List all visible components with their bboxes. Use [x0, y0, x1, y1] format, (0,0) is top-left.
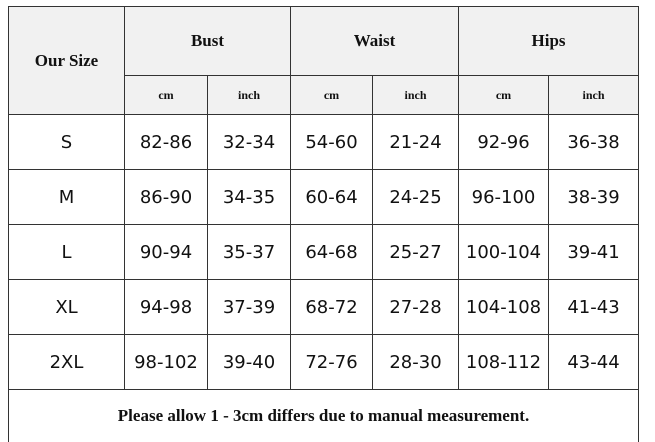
size-cell: XL: [8, 279, 125, 335]
measurement-cell: 94-98: [124, 279, 208, 335]
table-row: L 90-94 35-37 64-68 25-27 100-104 39-41: [8, 224, 640, 280]
note-row: Please allow 1 - 3cm differs due to manu…: [7, 389, 640, 442]
table-row: M 86-90 34-35 60-64 24-25 96-100 38-39: [8, 169, 640, 225]
measurement-cell: 28-30: [372, 334, 460, 390]
unit-header: cm: [458, 75, 550, 115]
measurement-cell: 25-27: [372, 224, 460, 280]
measurement-cell: 54-60: [290, 114, 374, 170]
measurement-cell: 98-102: [124, 334, 208, 390]
unit-header: cm: [124, 75, 208, 115]
measurement-cell: 36-38: [548, 114, 640, 170]
size-cell: S: [8, 114, 125, 170]
unit-header: cm: [290, 75, 374, 115]
measurement-cell: 35-37: [206, 224, 292, 280]
measurement-cell: 43-44: [548, 334, 640, 390]
measurement-cell: 39-40: [206, 334, 292, 390]
waist-header: Waist: [290, 6, 460, 76]
measurement-cell: 37-39: [206, 279, 292, 335]
unit-header: inch: [548, 75, 640, 115]
unit-row: cm inch cm inch cm inch: [9, 75, 640, 115]
table-row: S 82-86 32-34 54-60 21-24 92-96 36-38: [8, 114, 640, 170]
measurement-cell: 72-76: [290, 334, 374, 390]
unit-header: inch: [372, 75, 460, 115]
bust-header: Bust: [123, 6, 292, 76]
measurement-cell: 39-41: [548, 224, 640, 280]
size-cell: L: [8, 224, 125, 280]
measurement-cell: 60-64: [290, 169, 374, 225]
measurement-cell: 41-43: [548, 279, 640, 335]
table-row: XL 94-98 37-39 68-72 27-28 104-108 41-43: [8, 279, 640, 335]
size-cell: M: [8, 169, 125, 225]
measurement-cell: 38-39: [548, 169, 640, 225]
hips-header: Hips: [458, 6, 640, 76]
header-row: Our Size Bust Waist Hips: [8, 6, 640, 115]
measurement-cell: 108-112: [458, 334, 550, 390]
measurement-cell: 82-86: [124, 114, 208, 170]
size-cell: 2XL: [8, 334, 125, 390]
measurement-cell: 100-104: [458, 224, 550, 280]
unit-header: inch: [206, 75, 292, 115]
measurement-cell: 90-94: [124, 224, 208, 280]
measurement-cell: 21-24: [372, 114, 460, 170]
size-chart-table: Our Size Bust Waist Hips cm inch cm inch…: [7, 6, 640, 442]
measurement-cell: 34-35: [206, 169, 292, 225]
measurement-cell: 24-25: [372, 169, 460, 225]
measurement-cell: 96-100: [458, 169, 550, 225]
measurement-cell: 27-28: [372, 279, 460, 335]
table-row: 2XL 98-102 39-40 72-76 28-30 108-112 43-44: [8, 334, 640, 390]
measurement-cell: 86-90: [124, 169, 208, 225]
measurement-cell: 68-72: [290, 279, 374, 335]
measurement-cell: 92-96: [458, 114, 550, 170]
measurement-cell: 104-108: [458, 279, 550, 335]
measurement-note: Please allow 1 - 3cm differs due to manu…: [7, 389, 640, 442]
measurement-cell: 64-68: [290, 224, 374, 280]
measurement-cell: 32-34: [206, 114, 292, 170]
size-column-header: Our Size: [8, 6, 125, 115]
